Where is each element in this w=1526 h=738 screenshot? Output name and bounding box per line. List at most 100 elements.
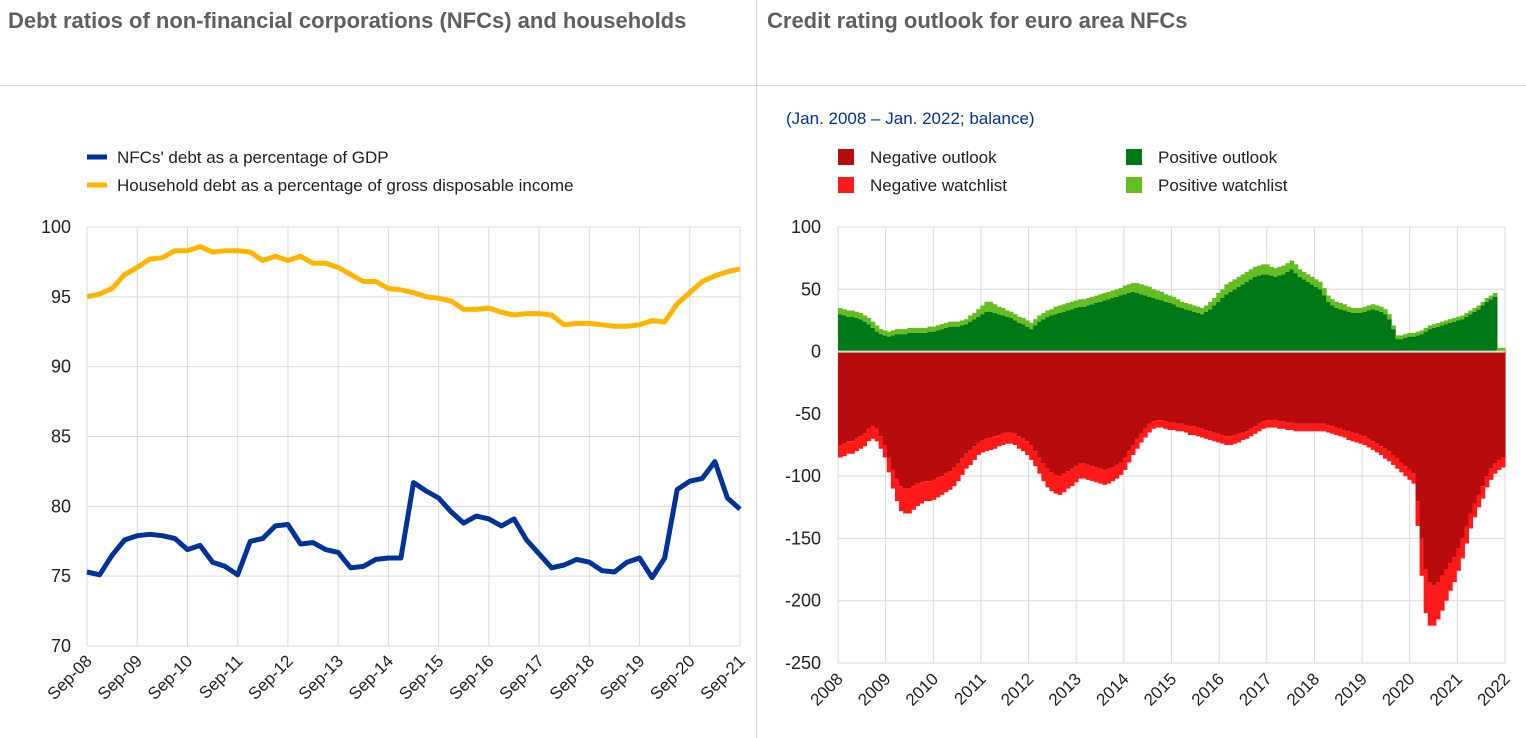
negative-watchlist-bar (1500, 457, 1506, 468)
negative-watchlist-bar (1293, 423, 1299, 432)
positive-outlook-bar (882, 335, 888, 352)
positive-watchlist-bar (911, 327, 916, 333)
negative-watchlist-bar (1415, 501, 1421, 526)
negative-outlook-bar (1354, 351, 1360, 434)
negative-watchlist-bar (1317, 423, 1323, 432)
negative-outlook-bar (1415, 351, 1421, 502)
negative-watchlist-bar (1090, 466, 1095, 482)
positive-outlook-bar (874, 331, 880, 352)
negative-outlook-bar (1159, 351, 1164, 421)
positive-outlook-bar (886, 336, 892, 352)
positive-outlook-bar (1151, 298, 1156, 352)
negative-watchlist-bar (1232, 435, 1238, 444)
y-tick-label: -250 (785, 653, 821, 673)
x-tick-label: Sep-08 (44, 651, 96, 703)
negative-outlook-bar (854, 351, 859, 439)
negative-outlook-bar (1049, 351, 1055, 473)
negative-watchlist-bar (1126, 451, 1132, 463)
x-tick-label: 2022 (1474, 669, 1514, 709)
negative-watchlist-bar (870, 426, 876, 439)
negative-watchlist-bar (1407, 469, 1413, 480)
negative-watchlist-bar (1309, 423, 1315, 432)
negative-outlook-bar (1427, 351, 1433, 583)
negative-outlook-bar (1147, 351, 1152, 424)
negative-outlook-bar (1293, 351, 1299, 424)
positive-outlook-bar (1439, 325, 1445, 352)
negative-outlook-bar (882, 351, 888, 445)
positive-watchlist-bar (1281, 265, 1286, 275)
negative-outlook-bar (1289, 351, 1295, 423)
negative-watchlist-bar (882, 445, 888, 458)
x-tick-label: Sep-17 (496, 651, 548, 703)
right-header-rule (757, 85, 1526, 86)
negative-watchlist-bar (1000, 433, 1006, 445)
negative-watchlist-bar (927, 481, 933, 502)
y-tick-label: 80 (51, 496, 71, 516)
positive-outlook-bar (862, 321, 868, 352)
negative-watchlist-bar (1484, 476, 1490, 488)
positive-watchlist-bar (1029, 322, 1034, 330)
positive-watchlist-bar (955, 321, 961, 327)
positive-watchlist-bar (1480, 301, 1486, 306)
positive-watchlist-bar (1305, 274, 1311, 282)
positive-outlook-bar (1484, 301, 1490, 352)
negative-watchlist-bar (988, 437, 994, 450)
negative-watchlist-bar (1183, 425, 1189, 433)
positive-watchlist-bar (1110, 290, 1116, 298)
positive-outlook-bar (1248, 279, 1254, 352)
positive-outlook-bar (1321, 295, 1327, 352)
x-tick-label: 2018 (1283, 669, 1323, 709)
negative-watchlist-bar (1411, 473, 1417, 484)
negative-watchlist-bar (1244, 431, 1250, 439)
negative-watchlist-bar (1045, 468, 1051, 488)
x-tick-label: 2013 (1045, 669, 1085, 709)
positive-outlook-bar (870, 327, 876, 352)
positive-outlook-bar (1415, 335, 1421, 352)
positive-watchlist-bar (988, 301, 994, 312)
positive-outlook-bar (931, 331, 937, 352)
positive-outlook-bar (1053, 314, 1059, 352)
positive-outlook-bar (907, 332, 912, 352)
negative-watchlist-bar (980, 440, 986, 453)
negative-watchlist-bar (1167, 422, 1173, 431)
x-tick-label: Sep-14 (345, 651, 397, 703)
y-tick-label: 90 (51, 357, 71, 377)
negative-outlook-bar (1045, 351, 1051, 469)
positive-outlook-bar (846, 316, 851, 352)
positive-watchlist-bar (1057, 305, 1063, 313)
negative-outlook-bar (1273, 351, 1278, 421)
negative-watchlist-bar (1346, 431, 1352, 441)
negative-outlook-bar (1297, 351, 1303, 424)
negative-watchlist-bar (1102, 469, 1108, 485)
negative-watchlist-bar (838, 445, 843, 458)
positive-outlook-bar (1456, 320, 1461, 352)
x-tick-label: 2009 (854, 669, 894, 709)
negative-watchlist-bar (1370, 441, 1376, 450)
negative-watchlist-bar (1138, 433, 1144, 443)
positive-outlook-bar (1289, 269, 1295, 352)
negative-outlook-bar (842, 351, 847, 444)
positive-outlook-bar (1256, 275, 1262, 352)
positive-outlook-bar (1472, 311, 1478, 352)
negative-outlook-bar (1175, 351, 1181, 424)
positive-outlook-bar (1045, 316, 1051, 352)
negative-outlook-bar (1334, 351, 1339, 428)
negative-watchlist-bar (1277, 421, 1282, 429)
negative-watchlist-bar (1021, 438, 1026, 452)
positive-watchlist-bar (1472, 307, 1478, 312)
negative-watchlist-bar (1374, 443, 1380, 453)
positive-watchlist-bar (1143, 285, 1148, 296)
positive-outlook-bar (1090, 304, 1095, 352)
positive-watchlist-bar (1151, 289, 1156, 299)
negative-watchlist-bar (858, 436, 864, 449)
negative-outlook-bar (1252, 351, 1258, 427)
negative-watchlist-bar (1448, 563, 1453, 591)
negative-watchlist-bar (1313, 423, 1319, 432)
negative-outlook-bar (1382, 351, 1388, 449)
negative-outlook-bar (1256, 351, 1262, 424)
negative-watchlist-bar (1439, 575, 1445, 611)
negative-watchlist-bar (1252, 426, 1258, 434)
negative-watchlist-bar (1326, 425, 1331, 433)
negative-outlook-bar (899, 351, 904, 487)
positive-outlook-bar (1065, 310, 1071, 352)
